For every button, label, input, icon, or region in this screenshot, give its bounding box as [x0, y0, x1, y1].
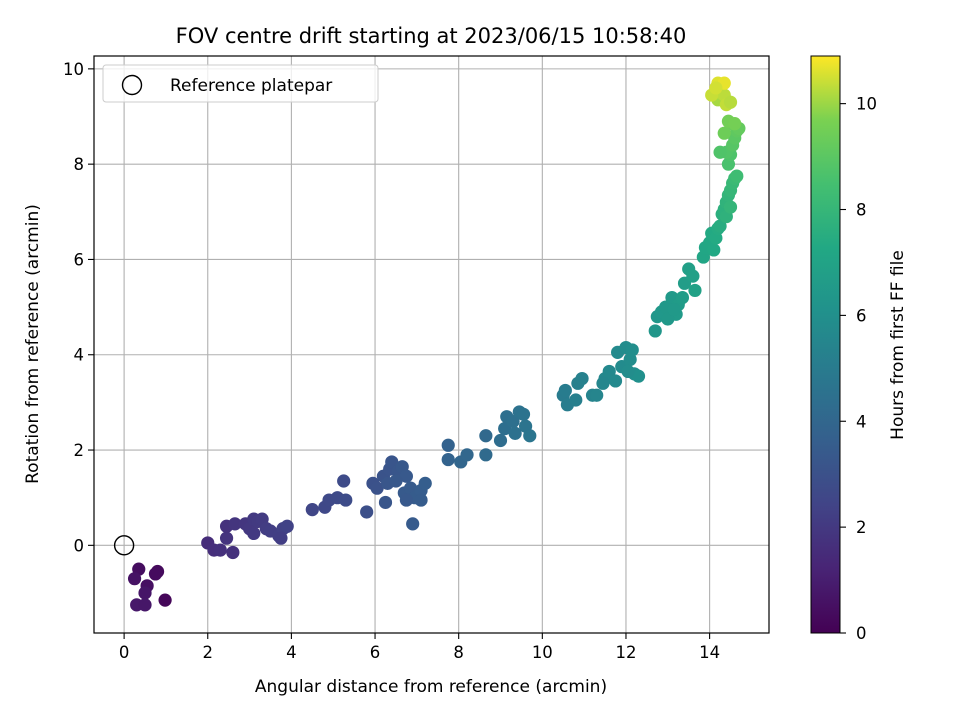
plot-frame: [93, 55, 770, 634]
data-point: [516, 407, 531, 421]
legend: Reference platepar: [102, 64, 379, 103]
data-point: [247, 526, 261, 541]
y-tick-label: 8: [74, 155, 85, 174]
x-tick-label: 10: [532, 643, 553, 662]
data-point: [493, 433, 508, 448]
data-point: [728, 117, 742, 131]
data-point: [730, 169, 744, 183]
colorbar-tick-label: 6: [856, 306, 867, 325]
data-point: [148, 567, 163, 581]
y-tick-label: 2: [74, 441, 85, 460]
data-point: [274, 531, 288, 545]
colorbar-label: Hours from first FF file: [888, 250, 908, 440]
data-point: [608, 374, 623, 388]
x-tick-label: 12: [615, 643, 636, 662]
y-tick-label: 10: [63, 60, 84, 79]
data-point: [558, 383, 572, 398]
data-point: [631, 369, 646, 383]
data-point: [569, 393, 583, 407]
data-point: [713, 219, 727, 233]
data-point: [385, 455, 399, 469]
data-point: [686, 269, 700, 283]
reference-platepar-marker: [113, 535, 135, 556]
data-point: [370, 481, 384, 495]
data-point: [713, 145, 727, 159]
data-point: [337, 474, 351, 488]
data-point: [228, 517, 242, 531]
data-point: [709, 81, 723, 95]
x-axis-ticks: 0 2 4 6 8 10 12 14: [119, 633, 720, 662]
data-point: [661, 312, 675, 326]
data-point: [723, 95, 738, 109]
data-point: [575, 371, 589, 386]
data-point: [441, 438, 455, 452]
colorbar: [810, 55, 841, 634]
data-point: [590, 388, 604, 402]
legend-box: [102, 64, 379, 103]
data-point: [506, 414, 520, 429]
y-axis-label: Rotation from reference (arcmin): [23, 204, 43, 484]
data-point: [399, 493, 414, 507]
colorbar-tick-label: 0: [856, 624, 867, 643]
data-point: [418, 476, 432, 490]
data-point: [226, 545, 240, 560]
data-point: [707, 243, 721, 257]
data-point: [723, 200, 738, 214]
data-point: [717, 126, 731, 140]
data-point: [138, 598, 152, 612]
colorbar-tick-label: 8: [856, 201, 867, 220]
colorbar-tick-label: 4: [856, 412, 867, 431]
x-tick-label: 6: [370, 643, 381, 662]
chart-title: FOV centre drift starting at 2023/06/15 …: [176, 24, 687, 48]
y-axis-ticks: 0 2 4 6 8 10: [63, 60, 94, 555]
data-point: [596, 376, 610, 390]
colorbar-ticks: 0 2 4 6 8 10: [840, 95, 877, 643]
data-point: [621, 364, 635, 379]
x-axis-label: Angular distance from reference (arcmin): [255, 677, 607, 697]
data-point: [280, 519, 294, 533]
data-point: [378, 495, 393, 510]
data-point: [479, 429, 493, 443]
x-tick-label: 4: [286, 643, 297, 662]
y-tick-label: 4: [74, 346, 85, 365]
data-point: [508, 426, 522, 440]
x-tick-label: 0: [119, 643, 130, 662]
data-point: [158, 593, 172, 607]
data-point: [213, 543, 227, 557]
data-point: [127, 572, 142, 586]
legend-entry-reference: Reference platepar: [170, 76, 332, 96]
data-point: [219, 531, 234, 545]
data-point: [360, 505, 374, 519]
data-point: [688, 283, 702, 298]
reference-marker-layer: [113, 535, 135, 556]
data-point: [602, 364, 616, 379]
legend-reference-marker: [121, 74, 143, 96]
y-tick-label: 6: [74, 250, 85, 269]
data-point: [625, 343, 639, 357]
x-tick-label: 8: [453, 643, 464, 662]
data-point: [339, 493, 353, 507]
data-point: [399, 469, 414, 483]
data-point: [648, 324, 662, 338]
x-tick-label: 2: [203, 643, 214, 662]
data-point: [460, 448, 474, 462]
data-point: [406, 517, 420, 531]
data-point: [414, 493, 428, 507]
data-point: [667, 302, 681, 317]
colorbar-tick-label: 2: [856, 518, 867, 537]
data-point: [479, 448, 493, 462]
data-point: [389, 474, 403, 488]
y-tick-label: 0: [74, 536, 85, 555]
colorbar-tick-label: 10: [856, 95, 877, 114]
data-point: [675, 290, 690, 305]
data-point: [441, 452, 455, 467]
data-point: [523, 429, 537, 443]
x-tick-label: 14: [699, 643, 720, 662]
data-point: [138, 586, 152, 600]
data-point: [305, 502, 319, 517]
data-points: [127, 76, 746, 612]
